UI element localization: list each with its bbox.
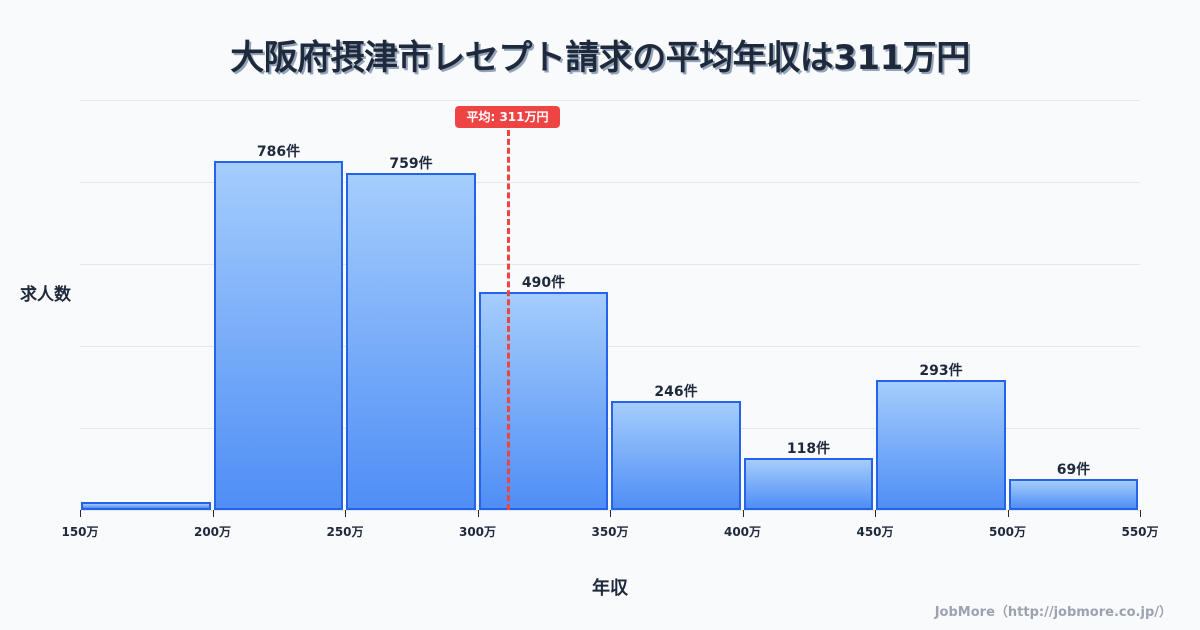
- histogram-bar: [611, 400, 741, 510]
- credit: JobMore（http://jobmore.co.jp/）: [934, 605, 1172, 620]
- x-tick: [742, 510, 744, 517]
- x-tick: [875, 510, 876, 517]
- x-axis-label: 年収: [592, 578, 628, 599]
- bar-value-label: 490件: [521, 275, 566, 292]
- histogram-bar: [81, 502, 211, 510]
- gridline: [80, 428, 1140, 429]
- histogram-bar: [1008, 479, 1138, 510]
- gridline: [80, 264, 1140, 265]
- bar-value-label: 246件: [654, 383, 698, 400]
- bar-value-label: 759件: [389, 156, 433, 172]
- x-tick-label: 300万: [458, 525, 497, 539]
- histogram-bar: [346, 173, 476, 510]
- x-tick: [610, 510, 611, 517]
- x-tick-label: 400万: [723, 525, 762, 539]
- average-badge: 平均: 311万円: [455, 106, 560, 128]
- histogram-bar: [743, 457, 873, 510]
- x-tick: [345, 510, 346, 517]
- bar-value-label: 118件: [786, 440, 831, 457]
- gridline: [80, 100, 1140, 101]
- bar-value-label: 293件: [919, 362, 963, 379]
- histogram-bar: [478, 292, 608, 510]
- x-tick-label: 200万: [193, 525, 232, 539]
- y-axis-label: 求人数: [20, 285, 71, 305]
- x-tick-label: 450万: [856, 525, 894, 539]
- bar-value-label: 786件: [256, 144, 301, 161]
- x-tick-label: 500万: [988, 525, 1027, 539]
- average-line: [507, 130, 510, 510]
- histogram-bar: [876, 379, 1006, 510]
- x-tick-label: 250万: [326, 525, 364, 539]
- bar-value-label: 69件: [1056, 462, 1091, 479]
- x-tick: [80, 510, 81, 517]
- chart-title: 大阪府摂津市レセプト請求の平均年収は311万円: [230, 38, 970, 78]
- x-tick-label: 150万: [61, 525, 99, 539]
- x-tick-label: 350万: [591, 525, 629, 539]
- gridline: [80, 346, 1140, 347]
- x-tick-label: 550万: [1121, 525, 1159, 539]
- x-tick: [477, 510, 479, 517]
- x-tick: [212, 510, 214, 517]
- x-tick: [1007, 510, 1009, 517]
- histogram-bar: [213, 161, 343, 510]
- gridline: [80, 182, 1140, 183]
- x-tick: [1140, 510, 1141, 517]
